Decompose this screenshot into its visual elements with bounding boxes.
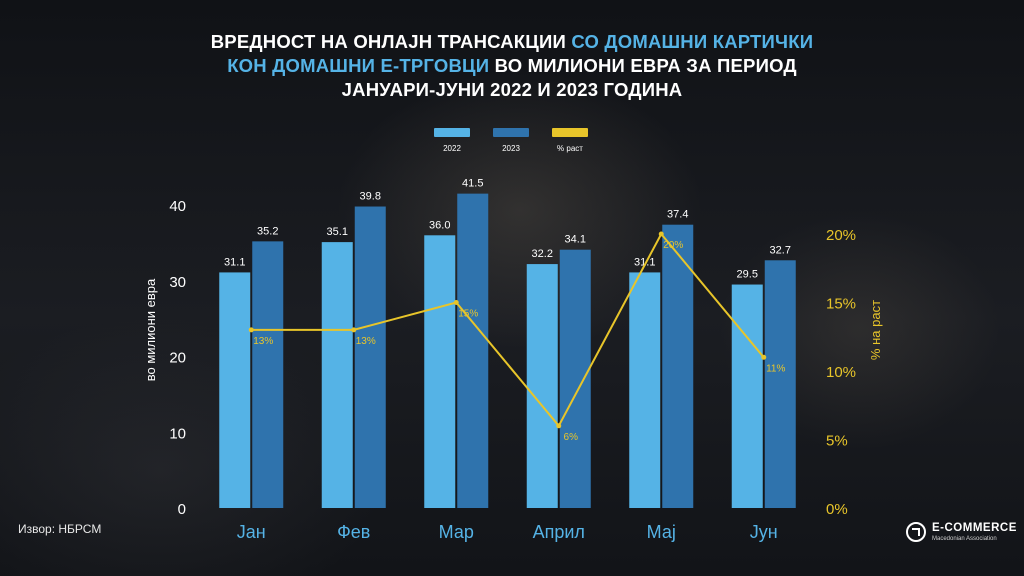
title-line-3: ЈАНУАРИ-ЈУНИ 2022 И 2023 ГОДИНА [341, 79, 683, 100]
logo: E-COMMERCE Macedonian Association [906, 518, 1017, 546]
bar-2023 [559, 249, 591, 508]
title-line-2: КОН ДОМАШНИ Е-ТРГОВЦИ ВО МИЛИОНИ ЕВРА ЗА… [0, 54, 1024, 78]
growth-point [351, 327, 357, 333]
bar-2022-value-label: 29.5 [737, 269, 758, 281]
legend-swatch [493, 128, 529, 137]
y-tick-label: 30 [169, 274, 186, 291]
bar-2023-value-label: 37.4 [667, 209, 688, 221]
growth-value-label: 11% [766, 363, 785, 374]
bar-2022 [321, 242, 353, 508]
bar-2023 [764, 260, 796, 508]
bar-2022 [424, 235, 456, 509]
y2-axis-label: % на раст [868, 300, 883, 360]
title-line-2-highlight: КОН ДОМАШНИ Е-ТРГОВЦИ [227, 55, 490, 76]
x-tick-label: Мар [439, 522, 474, 542]
logo-icon [906, 522, 926, 542]
title-line-2-part-2: ВО МИЛИОНИ ЕВРА ЗА ПЕРИОД [489, 55, 797, 76]
bar-2023 [457, 193, 489, 508]
growth-point [761, 354, 767, 360]
y2-tick-label: 5% [826, 433, 848, 450]
logo-name: E-COMMERCE [932, 521, 1017, 534]
bar-2022 [219, 272, 251, 508]
bar-2022-value-label: 32.2 [532, 248, 553, 260]
bar-2023 [662, 224, 694, 508]
title-line-1-part-1: ВРЕДНОСТ НА ОНЛАЈН ТРАНСАКЦИИ [210, 31, 572, 52]
source-note: Извор: НБРСМ [18, 522, 102, 536]
growth-line [251, 232, 765, 428]
y-axis-label: во милиони евра [143, 278, 158, 381]
growth-value-label: 6% [564, 432, 579, 443]
growth-value-label: 13% [253, 336, 273, 347]
bar-2022-value-label: 31.1 [224, 256, 245, 268]
logo-subtitle: Macedonian Association [932, 535, 997, 542]
growth-point [556, 423, 562, 429]
x-tick-label: Јан [237, 522, 266, 542]
title-line-1: ВРЕДНОСТ НА ОНЛАЈН ТРАНСАКЦИИ СО ДОМАШНИ… [0, 30, 1024, 54]
y2-tick-label: 15% [826, 296, 856, 313]
legend-swatch [434, 128, 470, 137]
bar-2023-value-label: 41.5 [462, 178, 483, 190]
growth-point [453, 300, 459, 305]
x-tick-label: Април [533, 522, 585, 542]
bar-2023-value-label: 35.2 [257, 225, 278, 237]
x-tick-label: Јун [750, 522, 778, 542]
y-tick-label: 0 [178, 501, 186, 518]
legend-swatch [552, 128, 588, 137]
y-tick-label: 20 [169, 350, 186, 367]
bar-2022 [629, 272, 661, 508]
bar-2022-value-label: 35.1 [327, 226, 348, 238]
x-tick-label: Мај [647, 522, 676, 542]
x-tick-label: Фев [337, 522, 370, 542]
growth-value-label: 15% [458, 309, 478, 320]
growth-value-label: 20% [663, 240, 683, 251]
bar-2023-value-label: 32.7 [770, 244, 791, 256]
y-tick-label: 40 [169, 198, 186, 215]
chart-title: ВРЕДНОСТ НА ОНЛАЈН ТРАНСАКЦИИ СО ДОМАШНИ… [0, 30, 1024, 102]
bar-2023-value-label: 34.1 [565, 234, 586, 246]
legend-label: % раст [557, 144, 583, 153]
y2-tick-label: 0% [826, 501, 848, 518]
growth-point [248, 327, 254, 333]
y2-tick-label: 20% [826, 227, 856, 244]
y-tick-label: 10 [169, 425, 186, 442]
growth-point [658, 231, 664, 237]
bar-2022-value-label: 36.0 [429, 219, 450, 231]
y2-tick-label: 10% [826, 364, 856, 381]
legend-label: 2023 [502, 144, 520, 153]
title-line-1-highlight: СО ДОМАШНИ КАРТИЧКИ [571, 31, 814, 52]
bar-2022 [526, 264, 558, 508]
legend-label: 2022 [443, 144, 461, 153]
growth-value-label: 13% [356, 336, 376, 347]
bar-2023-value-label: 39.8 [360, 191, 381, 203]
bar-2023 [252, 241, 284, 509]
bar-2023 [354, 206, 386, 508]
bar-2022-value-label: 31.1 [634, 256, 655, 268]
bar-2022 [731, 284, 763, 508]
